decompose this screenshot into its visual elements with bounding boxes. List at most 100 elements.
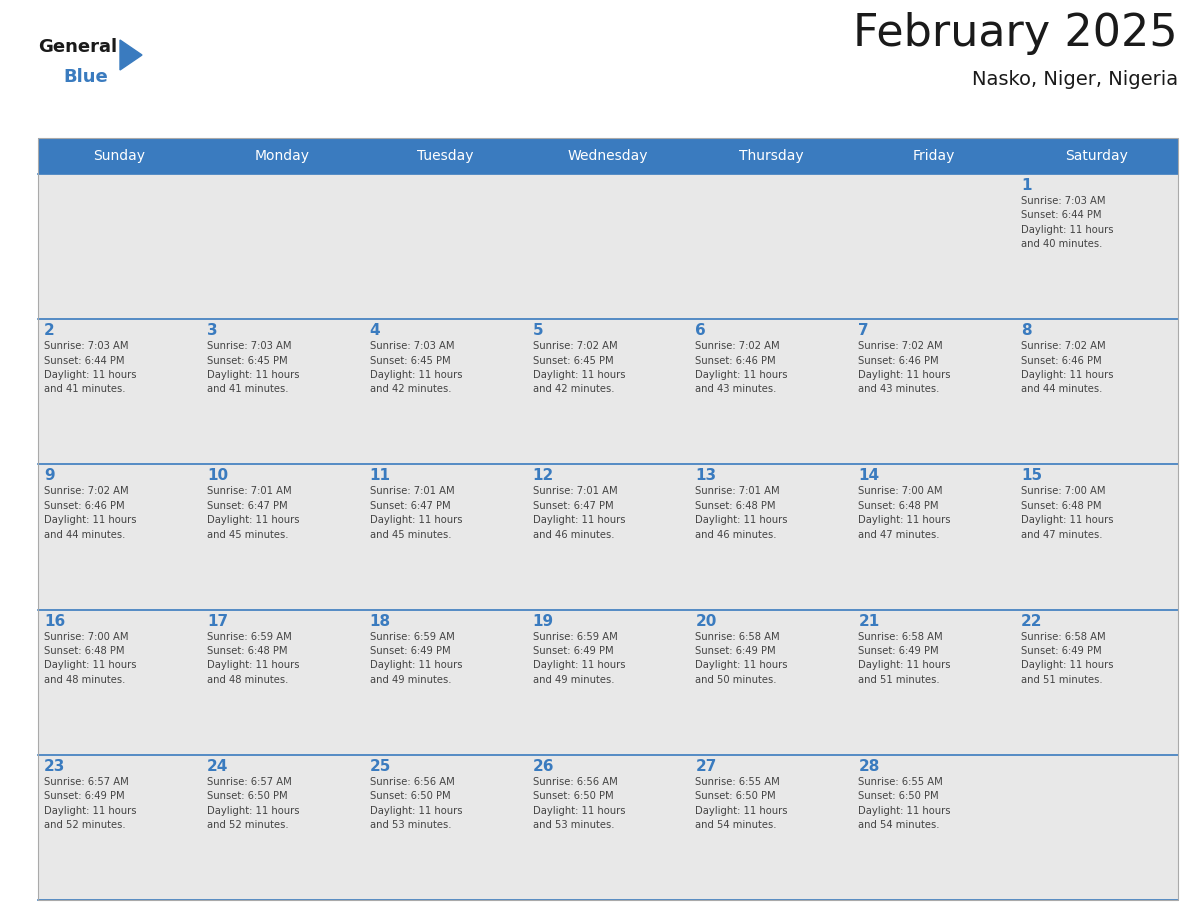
Text: 4: 4 (369, 323, 380, 338)
Bar (689, 755, 852, 900)
Bar (364, 319, 526, 465)
Text: Blue: Blue (63, 68, 108, 86)
Text: Sunrise: 7:03 AM
Sunset: 6:45 PM
Daylight: 11 hours
and 41 minutes.: Sunrise: 7:03 AM Sunset: 6:45 PM Dayligh… (207, 341, 299, 395)
Text: 1: 1 (1022, 178, 1031, 193)
Bar (364, 610, 526, 755)
Bar (689, 465, 852, 610)
Text: 5: 5 (532, 323, 543, 338)
Text: Sunrise: 6:59 AM
Sunset: 6:49 PM
Daylight: 11 hours
and 49 minutes.: Sunrise: 6:59 AM Sunset: 6:49 PM Dayligh… (369, 632, 462, 685)
Text: Sunrise: 7:02 AM
Sunset: 6:45 PM
Daylight: 11 hours
and 42 minutes.: Sunrise: 7:02 AM Sunset: 6:45 PM Dayligh… (532, 341, 625, 395)
Text: Sunrise: 7:01 AM
Sunset: 6:47 PM
Daylight: 11 hours
and 45 minutes.: Sunrise: 7:01 AM Sunset: 6:47 PM Dayligh… (369, 487, 462, 540)
Bar (364, 755, 526, 900)
Text: 14: 14 (858, 468, 879, 484)
Bar (201, 319, 364, 465)
Text: Sunrise: 7:02 AM
Sunset: 6:46 PM
Daylight: 11 hours
and 43 minutes.: Sunrise: 7:02 AM Sunset: 6:46 PM Dayligh… (695, 341, 788, 395)
Text: Monday: Monday (254, 149, 310, 163)
Text: Sunrise: 7:02 AM
Sunset: 6:46 PM
Daylight: 11 hours
and 44 minutes.: Sunrise: 7:02 AM Sunset: 6:46 PM Dayligh… (1022, 341, 1113, 395)
Text: 12: 12 (532, 468, 554, 484)
Text: 3: 3 (207, 323, 217, 338)
Text: 21: 21 (858, 613, 879, 629)
Text: 20: 20 (695, 613, 716, 629)
Text: Sunrise: 7:01 AM
Sunset: 6:48 PM
Daylight: 11 hours
and 46 minutes.: Sunrise: 7:01 AM Sunset: 6:48 PM Dayligh… (695, 487, 788, 540)
Text: 28: 28 (858, 759, 879, 774)
Bar (526, 465, 689, 610)
Text: Nasko, Niger, Nigeria: Nasko, Niger, Nigeria (972, 70, 1178, 89)
Bar (1015, 174, 1178, 319)
Text: 25: 25 (369, 759, 391, 774)
Bar (201, 755, 364, 900)
Text: Sunrise: 6:56 AM
Sunset: 6:50 PM
Daylight: 11 hours
and 53 minutes.: Sunrise: 6:56 AM Sunset: 6:50 PM Dayligh… (369, 777, 462, 830)
Bar (364, 465, 526, 610)
Bar (38, 319, 201, 465)
Text: Thursday: Thursday (739, 149, 803, 163)
Text: Sunrise: 6:57 AM
Sunset: 6:50 PM
Daylight: 11 hours
and 52 minutes.: Sunrise: 6:57 AM Sunset: 6:50 PM Dayligh… (207, 777, 299, 830)
Bar (689, 610, 852, 755)
Bar (852, 755, 1015, 900)
Text: 9: 9 (44, 468, 55, 484)
Text: 13: 13 (695, 468, 716, 484)
Text: Sunrise: 6:59 AM
Sunset: 6:49 PM
Daylight: 11 hours
and 49 minutes.: Sunrise: 6:59 AM Sunset: 6:49 PM Dayligh… (532, 632, 625, 685)
Text: Sunrise: 6:58 AM
Sunset: 6:49 PM
Daylight: 11 hours
and 51 minutes.: Sunrise: 6:58 AM Sunset: 6:49 PM Dayligh… (858, 632, 950, 685)
Text: 18: 18 (369, 613, 391, 629)
Text: 22: 22 (1022, 613, 1043, 629)
Text: 8: 8 (1022, 323, 1031, 338)
Text: Sunrise: 7:01 AM
Sunset: 6:47 PM
Daylight: 11 hours
and 45 minutes.: Sunrise: 7:01 AM Sunset: 6:47 PM Dayligh… (207, 487, 299, 540)
Bar (38, 610, 201, 755)
Bar (201, 174, 364, 319)
Text: 17: 17 (207, 613, 228, 629)
Bar (852, 610, 1015, 755)
Text: Sunrise: 7:03 AM
Sunset: 6:45 PM
Daylight: 11 hours
and 42 minutes.: Sunrise: 7:03 AM Sunset: 6:45 PM Dayligh… (369, 341, 462, 395)
Text: 15: 15 (1022, 468, 1042, 484)
Text: Sunrise: 6:57 AM
Sunset: 6:49 PM
Daylight: 11 hours
and 52 minutes.: Sunrise: 6:57 AM Sunset: 6:49 PM Dayligh… (44, 777, 137, 830)
Text: 24: 24 (207, 759, 228, 774)
Text: Sunrise: 6:56 AM
Sunset: 6:50 PM
Daylight: 11 hours
and 53 minutes.: Sunrise: 6:56 AM Sunset: 6:50 PM Dayligh… (532, 777, 625, 830)
Text: Sunrise: 7:01 AM
Sunset: 6:47 PM
Daylight: 11 hours
and 46 minutes.: Sunrise: 7:01 AM Sunset: 6:47 PM Dayligh… (532, 487, 625, 540)
Bar (38, 174, 201, 319)
Text: Sunrise: 6:55 AM
Sunset: 6:50 PM
Daylight: 11 hours
and 54 minutes.: Sunrise: 6:55 AM Sunset: 6:50 PM Dayligh… (695, 777, 788, 830)
Text: 2: 2 (44, 323, 55, 338)
Text: Sunrise: 6:55 AM
Sunset: 6:50 PM
Daylight: 11 hours
and 54 minutes.: Sunrise: 6:55 AM Sunset: 6:50 PM Dayligh… (858, 777, 950, 830)
Bar (38, 465, 201, 610)
Bar (689, 319, 852, 465)
Bar (38, 138, 1178, 174)
Bar (1015, 319, 1178, 465)
Text: Sunrise: 6:58 AM
Sunset: 6:49 PM
Daylight: 11 hours
and 50 minutes.: Sunrise: 6:58 AM Sunset: 6:49 PM Dayligh… (695, 632, 788, 685)
Text: Sunrise: 7:00 AM
Sunset: 6:48 PM
Daylight: 11 hours
and 47 minutes.: Sunrise: 7:00 AM Sunset: 6:48 PM Dayligh… (858, 487, 950, 540)
Bar (1015, 610, 1178, 755)
Text: General: General (38, 38, 118, 56)
Bar (38, 138, 1178, 900)
Text: 10: 10 (207, 468, 228, 484)
Text: 26: 26 (532, 759, 554, 774)
Text: Tuesday: Tuesday (417, 149, 473, 163)
Text: Sunrise: 7:02 AM
Sunset: 6:46 PM
Daylight: 11 hours
and 44 minutes.: Sunrise: 7:02 AM Sunset: 6:46 PM Dayligh… (44, 487, 137, 540)
Text: 6: 6 (695, 323, 706, 338)
Bar (852, 319, 1015, 465)
Text: 27: 27 (695, 759, 716, 774)
Polygon shape (120, 40, 143, 70)
Bar (201, 610, 364, 755)
Text: Sunrise: 7:03 AM
Sunset: 6:44 PM
Daylight: 11 hours
and 40 minutes.: Sunrise: 7:03 AM Sunset: 6:44 PM Dayligh… (1022, 196, 1113, 249)
Bar (852, 174, 1015, 319)
Text: Sunday: Sunday (94, 149, 145, 163)
Text: Saturday: Saturday (1066, 149, 1129, 163)
Bar (1015, 755, 1178, 900)
Text: February 2025: February 2025 (853, 12, 1178, 55)
Text: Sunrise: 7:02 AM
Sunset: 6:46 PM
Daylight: 11 hours
and 43 minutes.: Sunrise: 7:02 AM Sunset: 6:46 PM Dayligh… (858, 341, 950, 395)
Text: Sunrise: 7:00 AM
Sunset: 6:48 PM
Daylight: 11 hours
and 47 minutes.: Sunrise: 7:00 AM Sunset: 6:48 PM Dayligh… (1022, 487, 1113, 540)
Text: Sunrise: 7:03 AM
Sunset: 6:44 PM
Daylight: 11 hours
and 41 minutes.: Sunrise: 7:03 AM Sunset: 6:44 PM Dayligh… (44, 341, 137, 395)
Bar (526, 610, 689, 755)
Text: Sunrise: 6:59 AM
Sunset: 6:48 PM
Daylight: 11 hours
and 48 minutes.: Sunrise: 6:59 AM Sunset: 6:48 PM Dayligh… (207, 632, 299, 685)
Bar (201, 465, 364, 610)
Text: Sunrise: 7:00 AM
Sunset: 6:48 PM
Daylight: 11 hours
and 48 minutes.: Sunrise: 7:00 AM Sunset: 6:48 PM Dayligh… (44, 632, 137, 685)
Bar (38, 755, 201, 900)
Text: 19: 19 (532, 613, 554, 629)
Text: 16: 16 (44, 613, 65, 629)
Bar (1015, 465, 1178, 610)
Text: 11: 11 (369, 468, 391, 484)
Bar (526, 755, 689, 900)
Bar (689, 174, 852, 319)
Bar (526, 319, 689, 465)
Bar (852, 465, 1015, 610)
Text: Sunrise: 6:58 AM
Sunset: 6:49 PM
Daylight: 11 hours
and 51 minutes.: Sunrise: 6:58 AM Sunset: 6:49 PM Dayligh… (1022, 632, 1113, 685)
Text: 7: 7 (858, 323, 868, 338)
